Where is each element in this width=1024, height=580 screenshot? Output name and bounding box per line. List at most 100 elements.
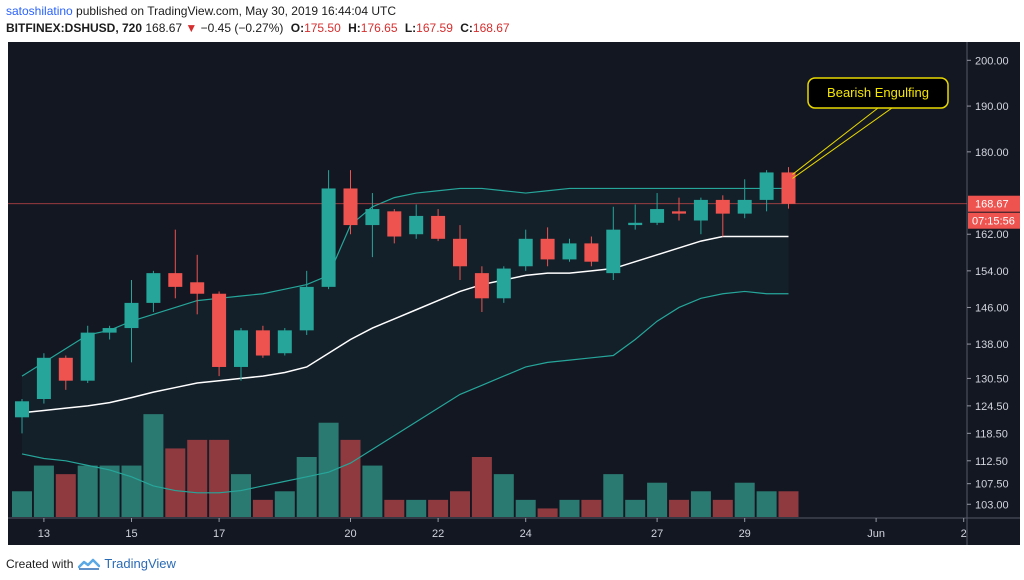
bollinger-band-fill <box>22 188 789 493</box>
author-link[interactable]: satoshilatino <box>6 4 73 18</box>
candle-body[interactable] <box>474 273 489 299</box>
volume-bar <box>647 482 668 517</box>
volume-bar <box>778 491 799 517</box>
candle-body[interactable] <box>234 330 248 367</box>
annotation-box[interactable] <box>807 77 949 109</box>
volume-bar <box>734 482 755 517</box>
low-label: L: <box>404 21 417 35</box>
ohlc-legend: BITFINEX:DSHUSD, 720 168.67 ▼ −0.45 (−0.… <box>6 21 510 35</box>
publish-info: satoshilatino published on TradingView.c… <box>6 4 396 18</box>
candle-body[interactable] <box>212 293 227 367</box>
candle-body[interactable] <box>365 209 380 226</box>
tradingview-brand[interactable]: TradingView <box>104 556 176 571</box>
y-tick-label: 200.00 <box>975 55 1009 67</box>
candle-body[interactable] <box>628 222 643 226</box>
tradingview-logo-icon <box>78 558 101 570</box>
price-axis-background[interactable] <box>967 42 1020 518</box>
candle-body[interactable] <box>36 357 51 399</box>
bollinger-lower-line <box>21 290 789 494</box>
candle-body[interactable] <box>299 286 314 331</box>
x-tick-label: 2 <box>961 528 967 540</box>
x-tick-label: 17 <box>213 528 225 540</box>
volume-bar <box>340 439 361 517</box>
x-tick-label: 29 <box>739 528 751 540</box>
publish-text: published on TradingView.com, May 30, 20… <box>72 4 397 18</box>
x-tick-label: 24 <box>520 528 532 540</box>
volume-bar <box>55 474 76 517</box>
candle-body[interactable] <box>540 238 555 260</box>
volume-bar <box>471 457 492 517</box>
countdown-label: 07:15:56 <box>972 216 1015 228</box>
x-tick-label: 27 <box>651 528 663 540</box>
down-arrow-icon: ▼ <box>185 21 198 35</box>
volume-bar <box>515 499 536 517</box>
high-label: H: <box>348 21 361 35</box>
candle-body[interactable] <box>453 238 467 267</box>
volume-bar <box>274 491 295 517</box>
annotation-pointer <box>792 107 893 179</box>
volume-bar <box>690 491 711 517</box>
x-tick-label: 20 <box>344 528 356 540</box>
created-with-text: Created with <box>6 556 74 571</box>
volume-bar <box>187 439 208 517</box>
volume-bar <box>406 499 427 517</box>
symbol-label[interactable]: BITFINEX:DSHUSD, 720 <box>6 21 143 35</box>
candle-body[interactable] <box>431 215 446 239</box>
y-tick-label: 107.50 <box>975 479 1009 491</box>
candle-body[interactable] <box>80 332 95 381</box>
candle-body[interactable] <box>58 357 73 381</box>
candle-body[interactable] <box>584 243 599 262</box>
candle-body[interactable] <box>496 268 511 299</box>
candle-body[interactable] <box>387 211 402 237</box>
candle-body[interactable] <box>102 328 117 333</box>
candle-body[interactable] <box>124 302 139 329</box>
y-tick-label: 118.50 <box>975 428 1008 440</box>
candle-body[interactable] <box>781 172 796 204</box>
candle-body[interactable] <box>606 229 621 274</box>
candle-body[interactable] <box>715 199 730 214</box>
candle-body[interactable] <box>650 209 665 223</box>
y-tick-label: 162.00 <box>975 229 1009 241</box>
volume-bar <box>296 457 317 517</box>
time-axis-background[interactable] <box>8 518 1020 545</box>
bollinger-upper-line <box>21 187 789 377</box>
candle-body[interactable] <box>168 273 183 287</box>
volume-bar <box>384 499 405 517</box>
candle-body[interactable] <box>343 188 358 226</box>
candle-body[interactable] <box>255 330 270 356</box>
candle-body[interactable] <box>321 188 336 287</box>
candle-body[interactable] <box>277 330 292 354</box>
y-tick-label: 154.00 <box>975 266 1009 278</box>
candle-body[interactable] <box>190 282 205 294</box>
volume-bar <box>428 499 449 517</box>
candle-body[interactable] <box>409 215 424 235</box>
candle-body[interactable] <box>15 401 29 418</box>
volume-bar <box>493 474 514 517</box>
volume-bar <box>33 465 54 517</box>
candle-body[interactable] <box>146 273 161 303</box>
volume-bar <box>559 499 580 517</box>
candle-body[interactable] <box>693 199 708 221</box>
volume-bar <box>12 491 32 517</box>
candle-body[interactable] <box>759 172 774 200</box>
y-tick-label: 124.50 <box>975 401 1009 413</box>
volume-bar <box>537 508 558 517</box>
candle-body[interactable] <box>737 199 752 214</box>
x-tick-label: 15 <box>125 528 137 540</box>
close-label: C: <box>460 21 473 35</box>
volume-bar <box>77 465 98 517</box>
candle-body[interactable] <box>562 243 577 260</box>
countdown-badge <box>968 212 1020 229</box>
y-tick-label: 103.00 <box>975 499 1009 511</box>
volume-bar <box>362 465 383 517</box>
volume-bar <box>625 499 646 517</box>
volume-bar <box>252 499 273 517</box>
y-tick-label: 180.00 <box>975 147 1009 159</box>
y-tick-label: 130.50 <box>975 373 1009 385</box>
x-tick-label: 13 <box>38 528 50 540</box>
volume-bar <box>756 491 777 517</box>
candle-body[interactable] <box>518 238 533 267</box>
annotation-label: Bearish Engulfing <box>827 85 929 100</box>
candle-body[interactable] <box>672 211 686 214</box>
